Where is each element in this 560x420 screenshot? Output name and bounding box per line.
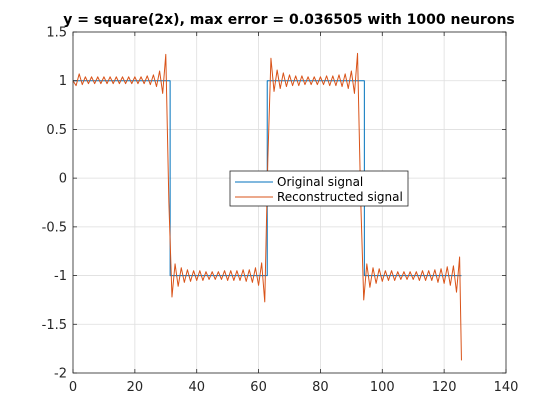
axes-box bbox=[72, 31, 507, 374]
x-tick-label: 140 bbox=[494, 380, 519, 395]
x-tick-label: 20 bbox=[127, 380, 144, 395]
series-line-reconstructed-signal bbox=[72, 52, 462, 361]
y-tick-label: -1 bbox=[54, 269, 67, 284]
y-tick-label: 1.5 bbox=[46, 26, 67, 41]
legend-entry-label: Reconstructed signal bbox=[277, 190, 403, 204]
x-tick-label: 60 bbox=[250, 380, 267, 395]
x-tick-label: 100 bbox=[370, 380, 395, 395]
x-tick-label: 40 bbox=[188, 380, 205, 395]
y-tick-label: -1.5 bbox=[42, 318, 67, 333]
x-tick-label: 0 bbox=[69, 380, 77, 395]
plot-area: 0 20 40 60 80 100 120 140 -2 -1.5 -1 -0.5 0 0.5 1 1.5 bbox=[42, 26, 519, 396]
y-tick-label: 0 bbox=[59, 172, 67, 187]
y-tick-label: -2 bbox=[54, 367, 67, 382]
legend-box bbox=[229, 170, 409, 207]
x-tick-label: 80 bbox=[312, 380, 329, 395]
tick-labels: 0 20 40 60 80 100 120 140 -2 -1.5 -1 -0.5 0 0.5 1 1.5 bbox=[42, 26, 519, 396]
y-tick-label: 1 bbox=[59, 74, 67, 89]
axis-ticks bbox=[72, 31, 507, 374]
y-tick-label: 0.5 bbox=[46, 123, 67, 138]
legend-entry-label: Original signal bbox=[277, 175, 363, 189]
chart-title: y = square(2x), max error = 0.036505 wit… bbox=[63, 12, 515, 28]
y-tick-label: -0.5 bbox=[42, 220, 67, 235]
x-tick-label: 120 bbox=[432, 380, 457, 395]
